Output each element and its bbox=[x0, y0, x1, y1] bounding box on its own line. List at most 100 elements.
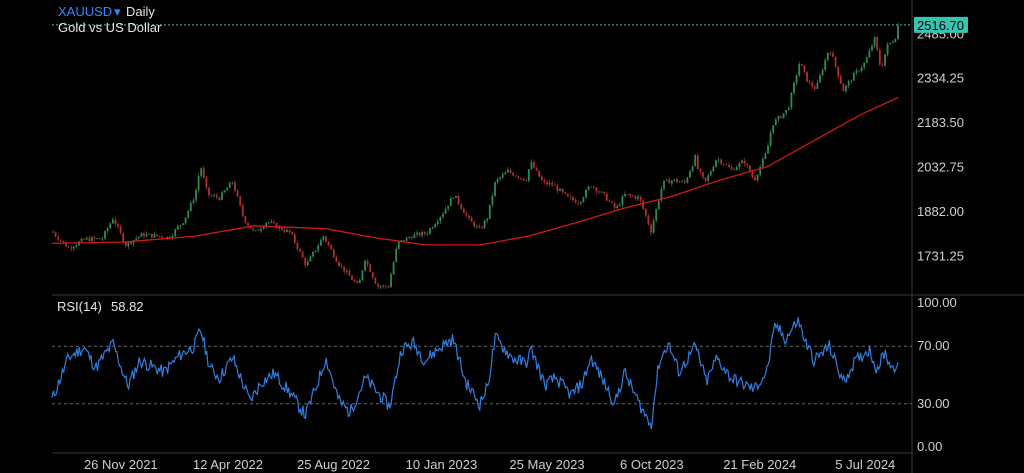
candle-body bbox=[595, 187, 598, 192]
candle-body bbox=[457, 195, 460, 204]
candle-body bbox=[707, 175, 710, 181]
candle-body bbox=[504, 172, 507, 175]
candle-body bbox=[767, 145, 769, 154]
candle-body bbox=[210, 195, 213, 197]
candle-body bbox=[429, 228, 431, 234]
candle-body bbox=[572, 197, 574, 201]
candle-body bbox=[208, 187, 210, 196]
time-tick-label: 26 Nov 2021 bbox=[84, 457, 158, 472]
candle-body bbox=[481, 227, 483, 229]
candle-body bbox=[592, 186, 595, 188]
candle-body bbox=[793, 82, 795, 93]
candle-body bbox=[813, 86, 816, 89]
candle-body bbox=[722, 163, 725, 165]
candle-body bbox=[57, 236, 60, 240]
candle-body bbox=[327, 241, 330, 246]
candle-body bbox=[322, 236, 325, 240]
candle-body bbox=[761, 158, 764, 167]
candle-body bbox=[309, 256, 312, 262]
candle-body bbox=[655, 209, 658, 221]
price-axis[interactable]: 2485.002334.252183.502032.751882.001731.… bbox=[917, 26, 964, 263]
candle-body bbox=[522, 178, 525, 181]
candle-body bbox=[683, 181, 686, 183]
candle-body bbox=[608, 200, 611, 202]
time-tick-label: 21 Feb 2024 bbox=[723, 457, 796, 472]
caret-down-icon[interactable]: ▾ bbox=[114, 4, 121, 19]
candle-body bbox=[676, 179, 678, 183]
candle-body bbox=[538, 170, 541, 177]
candle-body bbox=[291, 232, 294, 235]
candle-body bbox=[174, 229, 177, 236]
time-tick-label: 12 Apr 2022 bbox=[193, 457, 263, 472]
candle-body bbox=[54, 232, 57, 237]
candle-body bbox=[270, 221, 273, 223]
candle-body bbox=[104, 231, 106, 239]
candle-body bbox=[436, 221, 439, 225]
candle-body bbox=[124, 242, 127, 247]
candle-body bbox=[639, 196, 642, 201]
candle-body bbox=[470, 217, 473, 222]
interval-label[interactable]: Daily bbox=[126, 4, 155, 19]
candle-body bbox=[241, 205, 244, 217]
candle-body bbox=[93, 237, 96, 239]
candle-body bbox=[525, 180, 528, 182]
candle-body bbox=[421, 232, 424, 236]
candle-body bbox=[527, 169, 530, 181]
candle-body bbox=[876, 36, 879, 50]
candle-body bbox=[444, 208, 447, 214]
candle-body bbox=[296, 242, 299, 250]
candle-body bbox=[644, 208, 647, 216]
candle-body bbox=[447, 205, 450, 209]
candle-body bbox=[777, 116, 780, 120]
candle-body bbox=[832, 53, 834, 57]
time-axis[interactable]: 26 Nov 2021 12 Apr 2022 25 Aug 2022 10 Jan … bbox=[84, 457, 895, 472]
candle-body bbox=[811, 82, 814, 87]
candle-body bbox=[130, 241, 132, 244]
rsi-tick-label: 100.00 bbox=[917, 295, 957, 310]
candle-body bbox=[670, 180, 673, 184]
candle-body bbox=[452, 197, 455, 199]
candle-body bbox=[335, 257, 338, 262]
candle-body bbox=[213, 195, 216, 197]
candle-body bbox=[613, 202, 616, 209]
candle-body bbox=[377, 283, 379, 287]
candle-body bbox=[153, 234, 156, 238]
candle-body bbox=[262, 226, 265, 229]
candle-body bbox=[119, 226, 122, 234]
candle-body bbox=[548, 182, 551, 185]
candle-body bbox=[195, 190, 197, 201]
candle-body bbox=[215, 195, 218, 198]
candle-body bbox=[384, 285, 387, 287]
candle-body bbox=[418, 232, 421, 236]
rsi-tick-label: 30.00 bbox=[917, 396, 950, 411]
candle-body bbox=[717, 159, 720, 161]
time-tick-label: 25 May 2023 bbox=[509, 457, 584, 472]
candle-body bbox=[325, 236, 327, 242]
candle-body bbox=[647, 215, 650, 225]
candle-body bbox=[369, 264, 372, 273]
candle-body bbox=[117, 224, 119, 227]
candle-body bbox=[52, 231, 54, 233]
candle-body bbox=[873, 36, 876, 46]
candle-body bbox=[371, 272, 374, 278]
symbol-label[interactable]: XAUUSD bbox=[58, 4, 112, 19]
candle-body bbox=[577, 202, 580, 204]
rsi-axis[interactable]: 100.00 70.00 30.00 0.00 bbox=[917, 295, 957, 454]
candle-body bbox=[179, 225, 182, 227]
candle-body bbox=[494, 182, 496, 196]
last-price-tag bbox=[914, 16, 968, 33]
candle-body bbox=[468, 215, 470, 218]
candle-body bbox=[689, 171, 691, 178]
rsi-level-lines bbox=[52, 345, 912, 405]
candle-body bbox=[387, 286, 390, 288]
candle-body bbox=[637, 196, 639, 199]
candle-body bbox=[304, 257, 307, 266]
candle-body bbox=[642, 200, 645, 209]
candle-body bbox=[158, 236, 161, 238]
candle-body bbox=[566, 193, 569, 197]
candle-body bbox=[725, 164, 728, 166]
candle-body bbox=[98, 238, 101, 240]
rsi-value: 58.82 bbox=[111, 299, 144, 314]
candle-body bbox=[382, 285, 385, 287]
